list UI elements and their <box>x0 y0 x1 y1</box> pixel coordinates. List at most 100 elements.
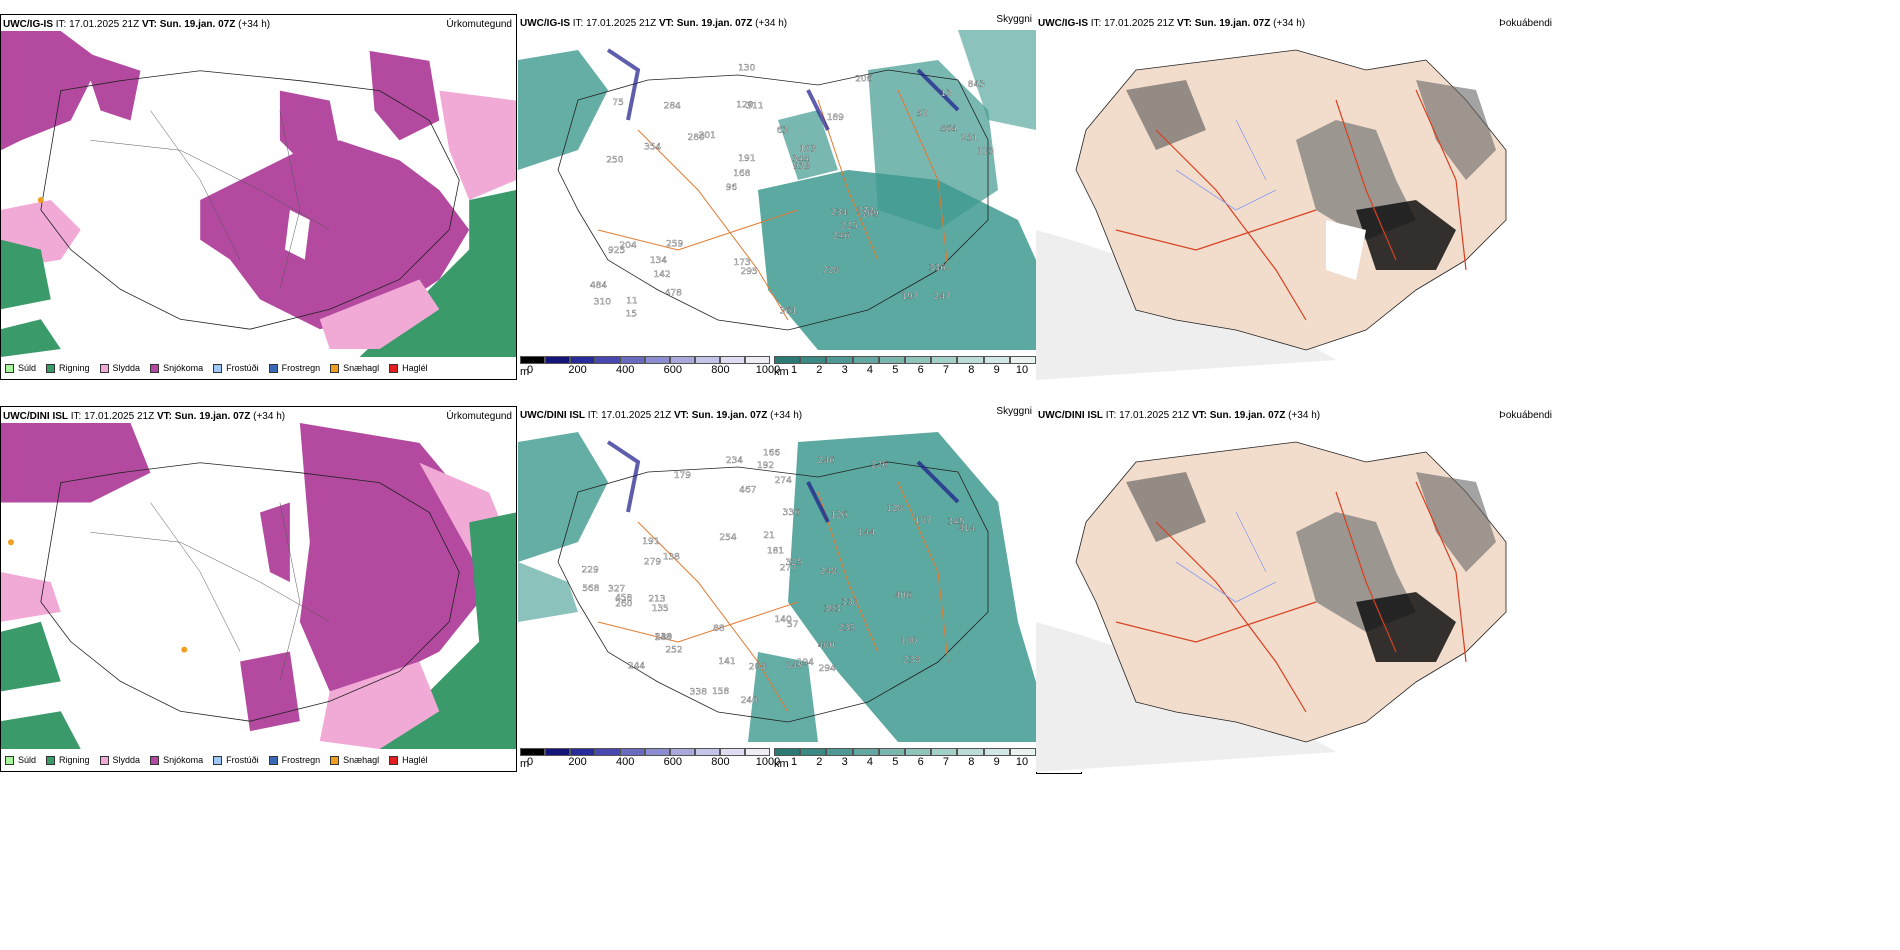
ceiling-label: 260 <box>615 600 632 610</box>
ceiling-label: 140 <box>775 615 792 625</box>
colorbar-segment <box>957 356 984 364</box>
ceiling-label: 229 <box>582 566 599 576</box>
precip-type-panel-bottom: UWC/DINI ISL IT: 17.01.2025 21Z VT: Sun.… <box>0 406 517 772</box>
colorbar-segment <box>931 356 958 364</box>
ceiling-label: 158 <box>712 687 729 697</box>
legend-swatch <box>389 363 399 373</box>
ceiling-label: 201 <box>699 131 716 141</box>
colorbar-segment <box>695 356 720 364</box>
tick-label: 10 <box>1015 364 1029 376</box>
tick-label: 8 <box>968 756 975 768</box>
legend-item: Rigning <box>46 363 90 373</box>
ceiling-label: 226 <box>871 461 888 471</box>
colorbar-segment <box>774 748 801 756</box>
ceiling-label: 52 <box>917 109 928 119</box>
ceiling-label: 126 <box>830 510 847 520</box>
tick-label: 1 <box>790 756 798 768</box>
tick-label: 6 <box>917 756 924 768</box>
legend-label: Snjókoma <box>163 363 204 373</box>
legend-label: Slydda <box>112 363 141 373</box>
tick-label: 200 <box>568 364 587 376</box>
legend-item: Rigning <box>46 755 90 765</box>
ceiling-label: 96 <box>726 183 738 193</box>
ceiling-label: 130 <box>738 63 755 73</box>
visibility-map: 244 226 179 128 57 138 135 230 107 144 327 166 235 27… <box>518 422 1036 742</box>
tick-label: 9 <box>993 364 1000 376</box>
ceiling-label: 484 <box>590 281 607 291</box>
ceiling-label: 568 <box>582 584 599 594</box>
visibility-panel-top: UWC/IG-IS IT: 17.01.2025 21Z VT: Sun. 19… <box>518 14 1036 380</box>
ceiling-label: 75 <box>612 98 623 108</box>
ceiling-label: 246 <box>818 456 835 466</box>
ceiling-label: 238 <box>903 655 920 665</box>
fog-map <box>1036 30 1556 380</box>
legend-item: Frostúði <box>213 755 259 765</box>
ceiling-label: 128 <box>886 504 903 514</box>
ceiling-label: 63 <box>777 126 788 136</box>
precip-map <box>1 423 516 749</box>
ceiling-label: 284 <box>664 102 681 112</box>
colorbar-segment <box>620 748 645 756</box>
ceiling-label: 246 <box>832 232 849 242</box>
legend-label: Snjókoma <box>163 755 204 765</box>
panel-title: Skyggni <box>996 406 1032 417</box>
tick-label: 1 <box>790 364 798 376</box>
ceiling-label: 414 <box>958 524 975 534</box>
vis-unit: km <box>774 366 789 378</box>
ceiling-label: 393 <box>824 605 841 615</box>
ceiling-label: 458 <box>615 594 632 604</box>
legend-item: Súld <box>5 363 36 373</box>
ceiling-label: 244 <box>628 662 645 672</box>
ceiling-label: 134 <box>650 256 667 266</box>
tick-label: 3 <box>841 756 848 768</box>
colorbar-segment <box>745 356 770 364</box>
ceiling-label: 206 <box>855 74 872 84</box>
visibility-panel-bottom: UWC/DINI ISL IT: 17.01.2025 21Z VT: Sun.… <box>518 406 1036 772</box>
colorbar-segment <box>800 356 827 364</box>
legend-item: Snjókoma <box>150 755 203 765</box>
colorbar-segment <box>774 356 801 364</box>
panel-header: UWC/IG-IS IT: 17.01.2025 21Z VT: Sun. 19… <box>3 19 271 30</box>
legend-item: Snæhagl <box>330 363 379 373</box>
tick-label: 600 <box>663 756 682 768</box>
legend-swatch <box>99 363 109 373</box>
ceiling-label: 467 <box>739 485 756 495</box>
ceiling-label: 274 <box>775 476 792 486</box>
tick-label: 7 <box>942 756 950 768</box>
precip-legend: Súld Rigning Slydda Snjókoma Frostúði Frostre… <box>5 755 428 765</box>
ceiling-label: 113 <box>977 147 994 157</box>
panel-title: Þokuábendi <box>1499 18 1552 29</box>
legend-swatch <box>99 755 109 765</box>
legend-swatch <box>46 755 56 765</box>
ceiling-label: 21 <box>763 531 774 541</box>
ceiling-label: 336 <box>929 264 946 274</box>
legend-label: Súld <box>18 755 37 765</box>
ceiling-label: 338 <box>690 688 707 698</box>
ceiling-label: 254 <box>719 533 736 543</box>
legend-swatch <box>150 363 160 373</box>
ceiling-label: 147 <box>786 661 803 671</box>
colorbar-segment <box>670 356 695 364</box>
ceiling-label: 208 <box>749 662 766 672</box>
ceiling-label: 280 <box>688 133 705 143</box>
tick-label: 3 <box>841 364 848 376</box>
ceiling-label: 141 <box>718 657 735 667</box>
ceiling-label: 204 <box>619 241 636 251</box>
tick-label: 5 <box>892 756 899 768</box>
ceiling-label: 235 <box>838 623 855 633</box>
legend-item: Frostúði <box>213 363 259 373</box>
ceiling-label: 330 <box>841 598 858 608</box>
legend-label: Haglél <box>402 363 428 373</box>
legend-label: Súld <box>18 363 37 373</box>
legend-item: Súld <box>5 755 36 765</box>
legend-swatch <box>5 755 14 765</box>
tick-label: 2 <box>816 364 823 376</box>
tick-label: 400 <box>616 756 635 768</box>
ceiling-label: 464 <box>940 125 957 135</box>
legend-label: Frostúði <box>226 755 259 765</box>
ceiling-label: 336 <box>783 508 800 518</box>
legend-item: Slydda <box>99 363 141 373</box>
ceiling-label: 354 <box>644 142 661 152</box>
panel-title: Úrkomutegund <box>446 411 512 422</box>
ceiling-label: 252 <box>665 646 682 656</box>
